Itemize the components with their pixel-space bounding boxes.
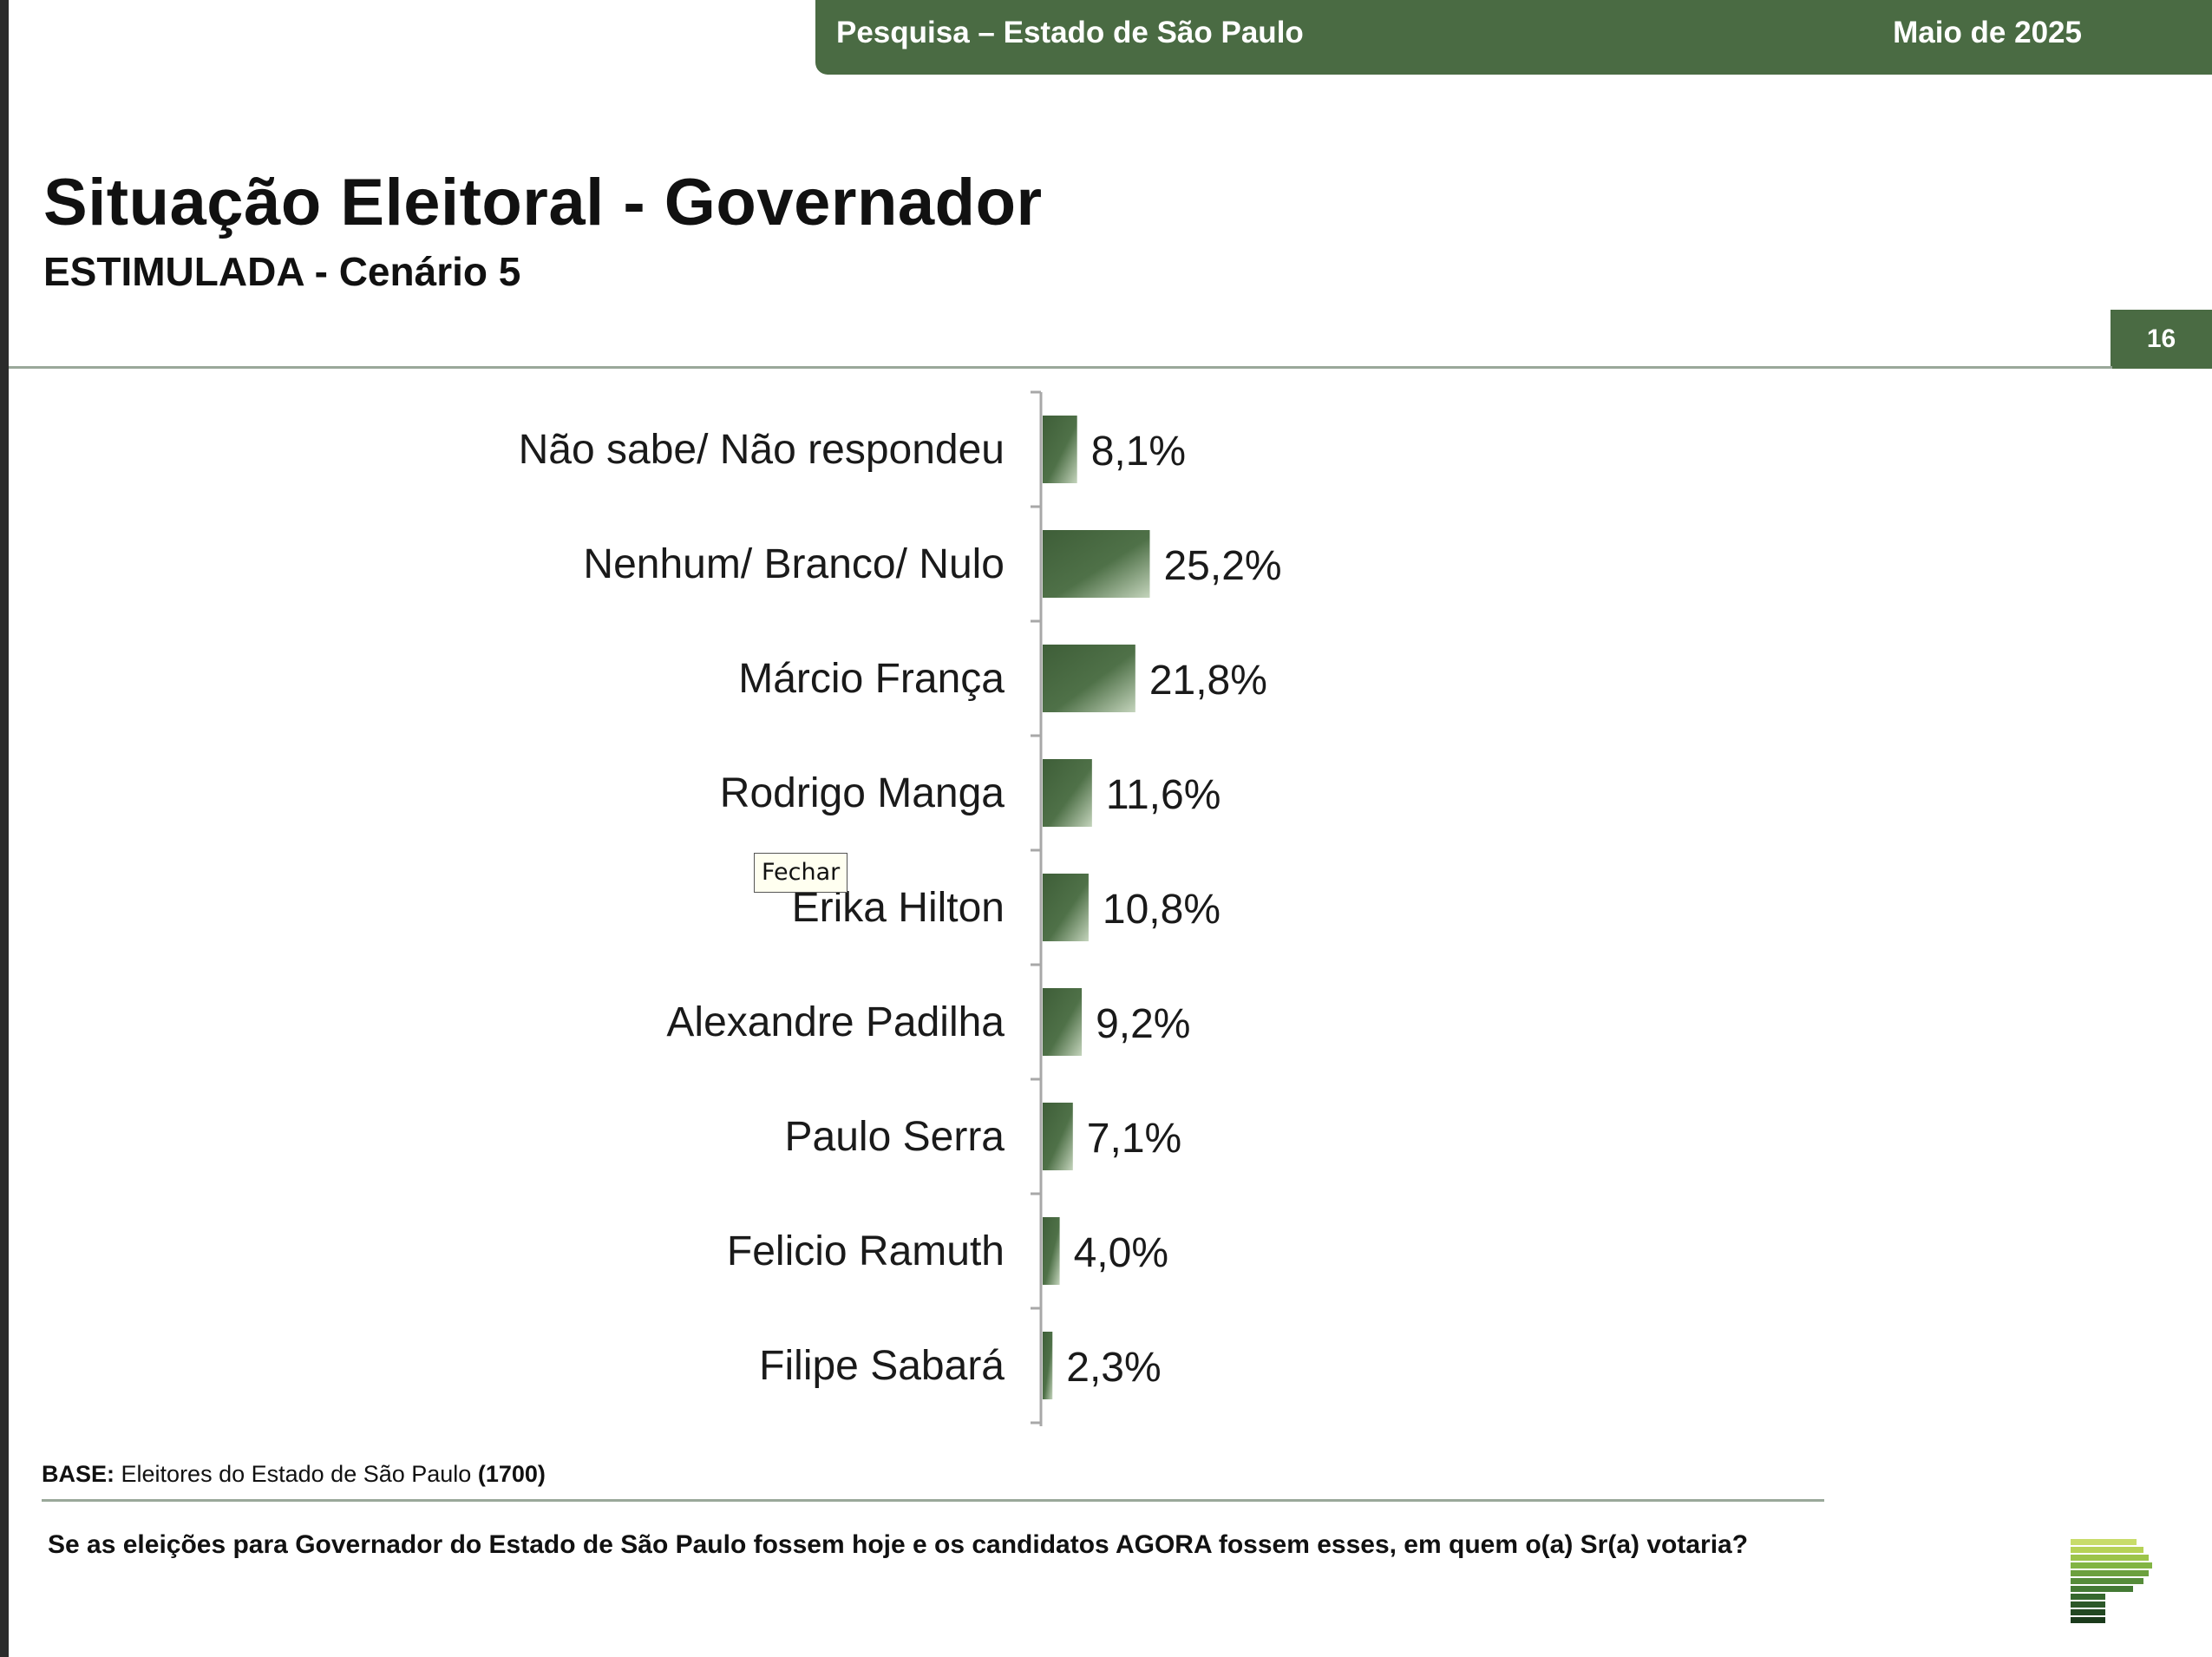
- base-note: BASE: Eleitores do Estado de São Paulo (…: [42, 1461, 546, 1488]
- data-label: 4,0%: [1074, 1230, 1168, 1276]
- category-label: Filipe Sabará: [759, 1343, 1005, 1389]
- bar: [1043, 759, 1092, 827]
- bottom-divider: [42, 1499, 1824, 1502]
- data-label: 2,3%: [1066, 1345, 1161, 1391]
- bar: [1043, 874, 1089, 941]
- data-label: 25,2%: [1163, 543, 1281, 589]
- data-label: 10,8%: [1103, 887, 1221, 933]
- data-label: 9,2%: [1096, 1001, 1190, 1047]
- category-label: Não sabe/ Não respondeu: [519, 427, 1005, 473]
- bar: [1043, 530, 1150, 598]
- data-label: 8,1%: [1091, 429, 1186, 475]
- header-date: Maio de 2025: [1893, 16, 2082, 49]
- page-number: 16: [2111, 310, 2212, 369]
- category-label: Felicio Ramuth: [727, 1228, 1005, 1274]
- bar: [1043, 1217, 1060, 1285]
- bar: [1043, 1103, 1073, 1170]
- data-label: 11,6%: [1106, 772, 1221, 818]
- data-label: 7,1%: [1087, 1116, 1181, 1162]
- base-count: (1700): [477, 1461, 546, 1487]
- header-survey-label: Pesquisa – Estado de São Paulo: [836, 16, 1304, 49]
- page-title: Situação Eleitoral - Governador: [43, 166, 1043, 239]
- category-label: Nenhum/ Branco/ Nulo: [583, 541, 1005, 587]
- bar-chart: Não sabe/ Não respondeu 8,1% Nenhum/ Branc…: [519, 390, 1282, 1426]
- brand-logo: [2071, 1539, 2152, 1623]
- top-divider: [9, 366, 2112, 369]
- category-label: Paulo Serra: [785, 1114, 1005, 1160]
- category-label: Márcio França: [738, 656, 1005, 702]
- page-subtitle: ESTIMULADA - Cenário 5: [43, 249, 521, 294]
- base-text: Eleitores do Estado de São Paulo: [121, 1461, 472, 1487]
- bar: [1043, 645, 1135, 712]
- category-label: Rodrigo Manga: [720, 770, 1005, 816]
- bar: [1043, 416, 1077, 483]
- base-label: BASE:: [42, 1461, 115, 1487]
- close-tooltip: Fechar: [754, 853, 848, 893]
- header-bar: Pesquisa – Estado de São Paulo Maio de 2…: [815, 0, 2212, 75]
- left-edge: [0, 0, 9, 1657]
- category-label: Alexandre Padilha: [666, 999, 1005, 1045]
- bar: [1043, 988, 1083, 1056]
- data-label: 21,8%: [1149, 658, 1267, 704]
- bar: [1043, 1332, 1053, 1399]
- survey-question: Se as eleições para Governador do Estado…: [48, 1530, 1749, 1559]
